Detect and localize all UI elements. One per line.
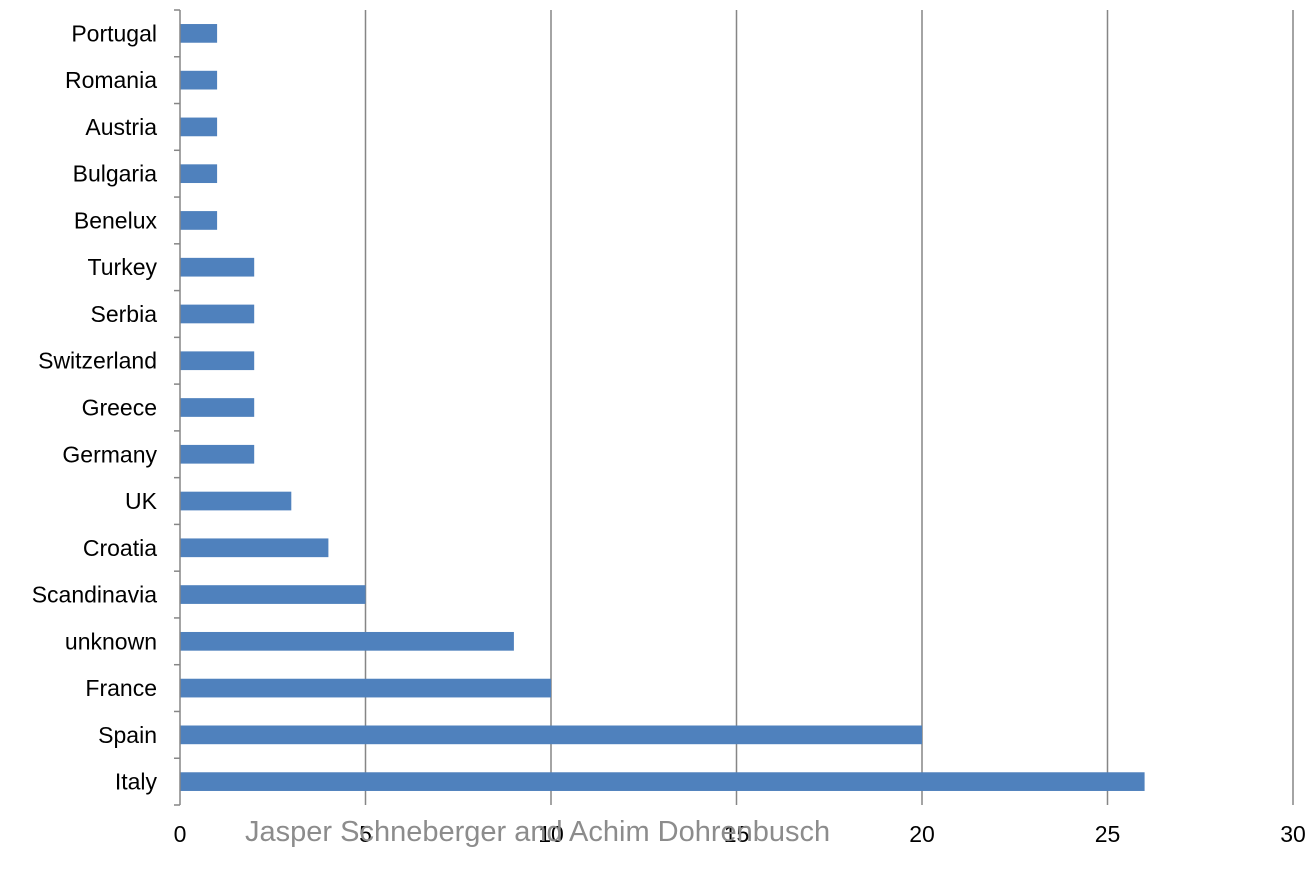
bar-uk bbox=[180, 491, 292, 511]
category-label: Bulgaria bbox=[73, 161, 158, 187]
bar-italy bbox=[180, 772, 1145, 791]
bar-germany bbox=[180, 444, 255, 464]
credit-text: Jasper Schneberger and Achim Dohrenbusch bbox=[245, 816, 831, 848]
bar-turkey bbox=[180, 257, 255, 277]
x-tick-label: 0 bbox=[174, 821, 187, 847]
bar-serbia bbox=[180, 304, 255, 324]
category-label: Germany bbox=[62, 441, 157, 467]
category-label: Greece bbox=[82, 395, 157, 421]
bar-benelux bbox=[180, 211, 218, 230]
category-label: Spain bbox=[98, 722, 157, 748]
bar-greece bbox=[180, 398, 255, 417]
x-tick-label: 10 bbox=[538, 821, 564, 847]
category-label: Turkey bbox=[88, 254, 158, 280]
category-label: Scandinavia bbox=[32, 582, 158, 608]
x-tick-label: 30 bbox=[1280, 821, 1306, 847]
x-tick-label: 20 bbox=[909, 821, 935, 847]
bar-unknown bbox=[180, 631, 514, 651]
bar-croatia bbox=[180, 538, 329, 558]
bar-spain bbox=[180, 725, 922, 745]
category-label: Austria bbox=[85, 114, 157, 140]
category-label: Italy bbox=[115, 769, 158, 795]
category-labels: Italy Spain France unknown Scandinavia Croati… bbox=[32, 20, 158, 794]
category-label: France bbox=[85, 675, 157, 701]
bar-austria bbox=[180, 117, 218, 137]
y-axis bbox=[174, 9, 181, 806]
x-tick-label: 25 bbox=[1095, 821, 1121, 847]
bar-switzerland bbox=[180, 351, 255, 371]
category-label: Croatia bbox=[83, 535, 157, 561]
bar-portugal bbox=[180, 24, 218, 43]
bar-france bbox=[180, 678, 551, 698]
bar-bulgaria bbox=[180, 164, 218, 184]
category-label: Romania bbox=[65, 67, 157, 93]
category-label: Serbia bbox=[91, 301, 158, 327]
category-label: Benelux bbox=[74, 207, 158, 233]
x-tick-label: 15 bbox=[724, 821, 750, 847]
gridlines bbox=[364, 10, 1294, 805]
bar-romania bbox=[180, 70, 218, 90]
category-label: Portugal bbox=[71, 20, 157, 46]
category-label: UK bbox=[125, 488, 158, 514]
x-tick-label: 5 bbox=[359, 821, 372, 847]
category-label: unknown bbox=[65, 628, 157, 654]
category-label: Switzerland bbox=[38, 348, 157, 374]
bar-scandinavia bbox=[180, 585, 366, 604]
bars bbox=[180, 24, 1145, 791]
x-tick-labels: 0 5 10 15 20 25 30 bbox=[174, 821, 1306, 847]
